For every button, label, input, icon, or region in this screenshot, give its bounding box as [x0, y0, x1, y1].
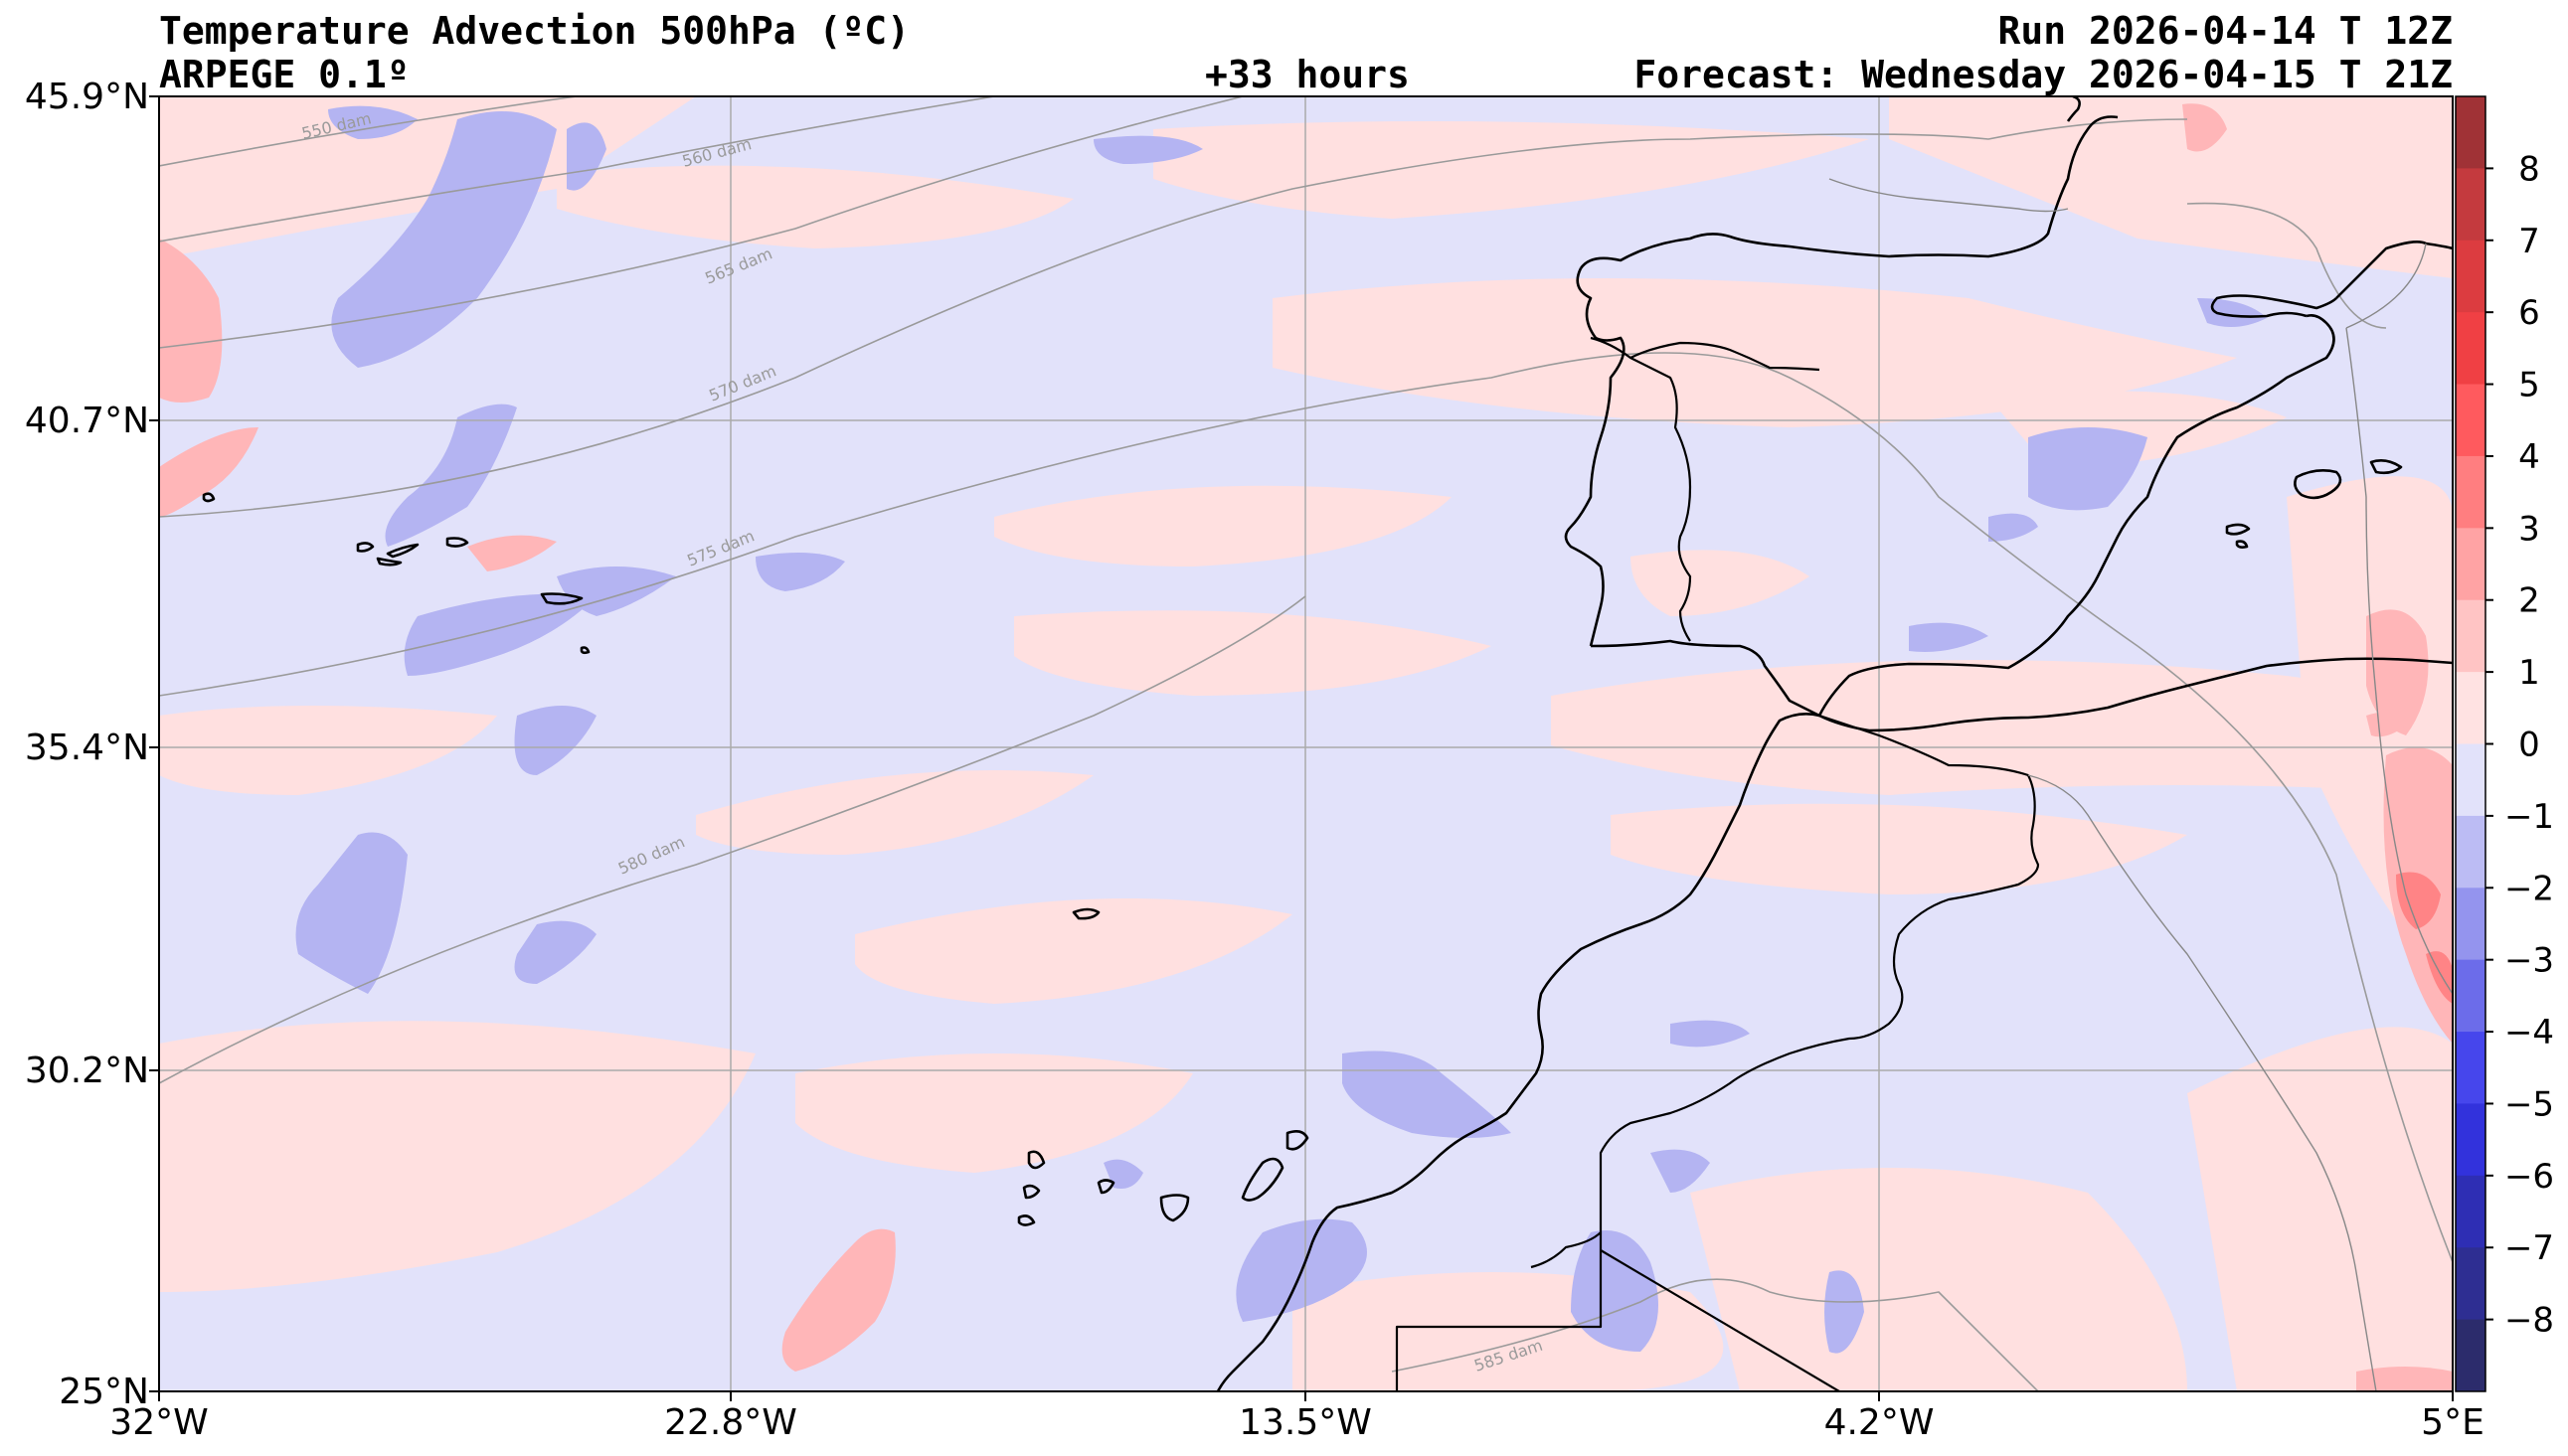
colorbar-segment: [2456, 240, 2485, 313]
colorbar-segment: [2456, 1247, 2485, 1321]
warm-advection-areas: [159, 96, 2453, 1391]
colorbar-segment: [2456, 959, 2485, 1033]
colorbar-tick-label: 7: [2518, 222, 2540, 261]
colorbar-tick-label: −1: [2504, 797, 2554, 837]
colorbar-tick-label: 6: [2518, 293, 2540, 333]
colorbar-tick-label: 8: [2518, 149, 2540, 189]
colorbar-tick-label: 1: [2518, 653, 2540, 693]
colorbar-segment: [2456, 672, 2485, 744]
colorbar-segment: [2456, 1319, 2485, 1392]
colorbar-tick-label: −7: [2504, 1228, 2554, 1268]
colorbar-tick-label: −4: [2504, 1013, 2554, 1052]
lat-label-25: 25°N: [59, 1372, 149, 1412]
forecast-time: Forecast: Wednesday 2026-04-15 T 21Z: [1633, 53, 2453, 96]
lon-label-32w: 32°W: [109, 1402, 209, 1443]
coastlines: [202, 96, 2453, 1391]
colorbar-tick-label: 4: [2518, 437, 2540, 477]
warm-peak-areas: [2396, 872, 2453, 1004]
lead-time: +33 hours: [1205, 53, 1410, 96]
lat-label-35-4: 35.4°N: [24, 728, 149, 768]
colorbar: 8 7 6 5 4 3 2 1 0 −1 −2 −3 −4 −5 −6 −7 −8: [2455, 95, 2554, 1392]
map-title: Temperature Advection 500hPa (ºC): [159, 9, 910, 53]
colorbar-tick-label: 2: [2518, 581, 2540, 621]
lon-label-4-2w: 4.2°W: [1823, 1402, 1935, 1443]
colorbar-segment: [2456, 384, 2485, 457]
colorbar-tick-label: 0: [2518, 726, 2540, 765]
colorbar-segment: [2456, 96, 2485, 169]
colorbar-tick-label: −2: [2504, 869, 2554, 908]
colorbar-segment: [2456, 1032, 2485, 1104]
model-label: ARPEGE 0.1º: [159, 53, 410, 96]
colorbar-segment: [2456, 1175, 2485, 1248]
colorbar-segment: [2456, 1103, 2485, 1177]
colorbar-tick-label: 5: [2518, 366, 2540, 405]
colorbar-tick-label: −5: [2504, 1084, 2554, 1124]
colorbar-segment: [2456, 312, 2485, 386]
lon-label-22-8w: 22.8°W: [664, 1402, 797, 1443]
colorbar-tick-label: −3: [2504, 941, 2554, 981]
colorbar-segment: [2456, 888, 2485, 961]
lat-label-30-2: 30.2°N: [24, 1051, 149, 1091]
lon-label-5e: 5°E: [2421, 1402, 2484, 1443]
colorbar-segment: [2456, 815, 2485, 889]
borders-thin: [1828, 178, 2453, 1391]
colorbar-segment: [2456, 743, 2485, 817]
colorbar-tick-label: −8: [2504, 1301, 2554, 1341]
colorbar-segment: [2456, 528, 2485, 601]
axis-ticks: [149, 95, 2454, 1401]
colorbar-segment: [2456, 168, 2485, 242]
colorbar-tick-label: −6: [2504, 1157, 2554, 1197]
run-time: Run 2026-04-14 T 12Z: [1997, 9, 2453, 53]
borders: [1395, 336, 2040, 1391]
graticule: [159, 96, 2453, 1391]
cold-advection-areas: [295, 105, 2267, 1354]
lon-label-13-5w: 13.5°W: [1239, 1402, 1372, 1443]
lat-label-45-9: 45.9°N: [24, 77, 149, 117]
geopotential-contours: [159, 96, 2453, 1391]
lat-label-40-7: 40.7°N: [24, 401, 149, 441]
colorbar-tick-label: 3: [2518, 509, 2540, 549]
colorbar-segment: [2456, 599, 2485, 673]
colorbar-segment: [2456, 455, 2485, 529]
